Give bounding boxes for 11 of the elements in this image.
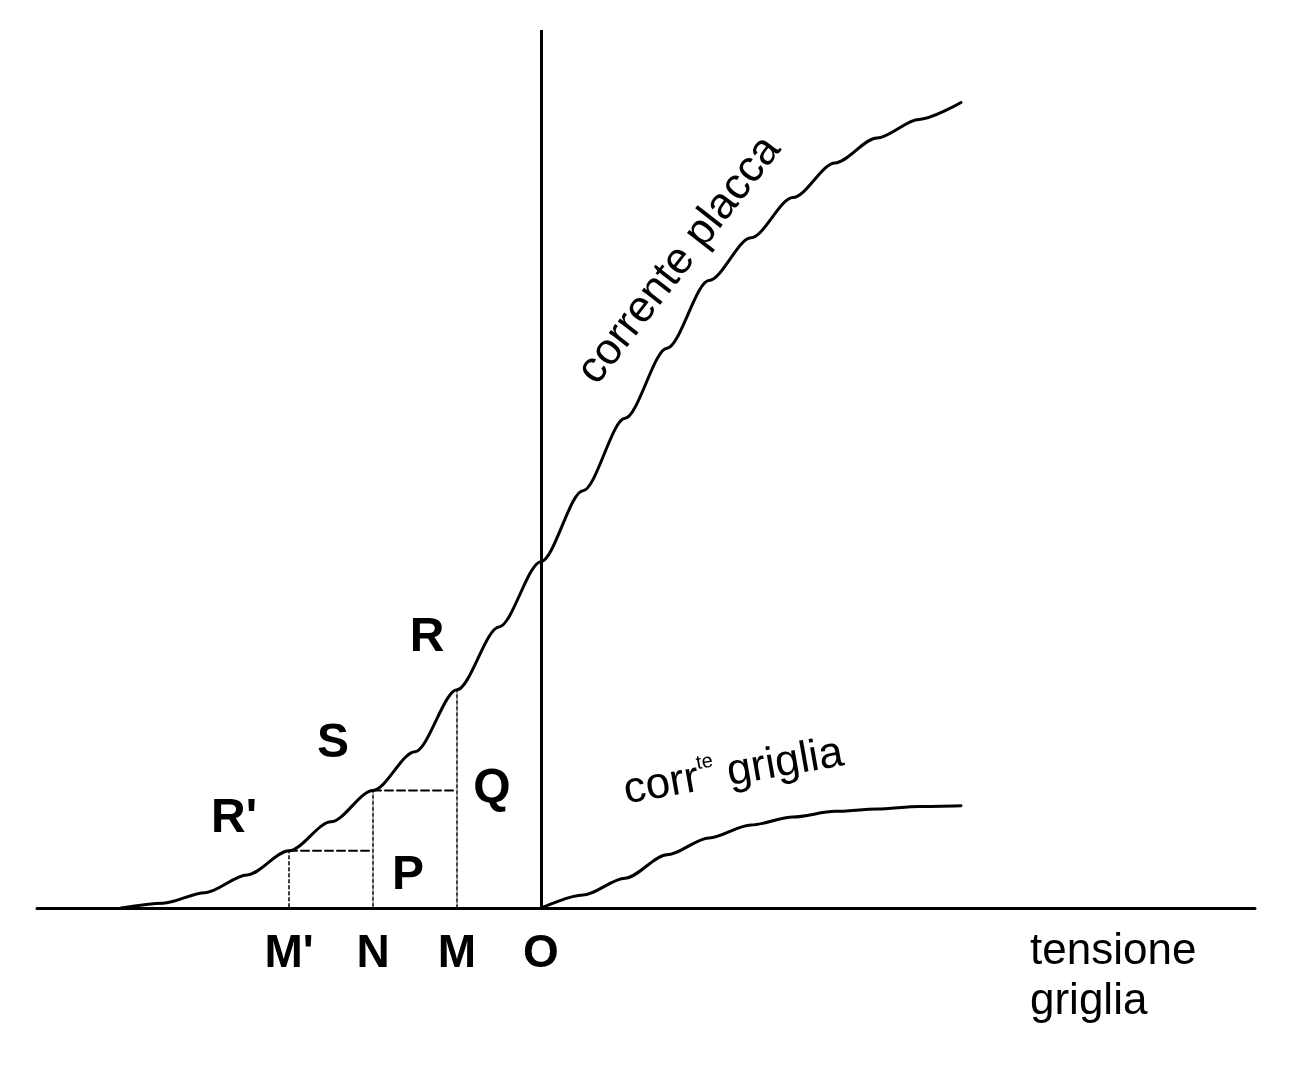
x-axis-title: tensione griglia	[1030, 923, 1209, 1023]
annotation: P	[391, 846, 425, 900]
x-tick-label: M'	[264, 925, 314, 977]
annotation: R'	[210, 789, 258, 843]
x-tick-label: M	[437, 925, 477, 977]
text: corrte griglia	[619, 725, 848, 813]
annotation: S	[316, 713, 350, 767]
x-tick-label: N	[356, 925, 390, 977]
annotation: Q	[473, 758, 511, 812]
annotation: R	[409, 608, 445, 662]
x-tick-label: O	[523, 925, 559, 977]
